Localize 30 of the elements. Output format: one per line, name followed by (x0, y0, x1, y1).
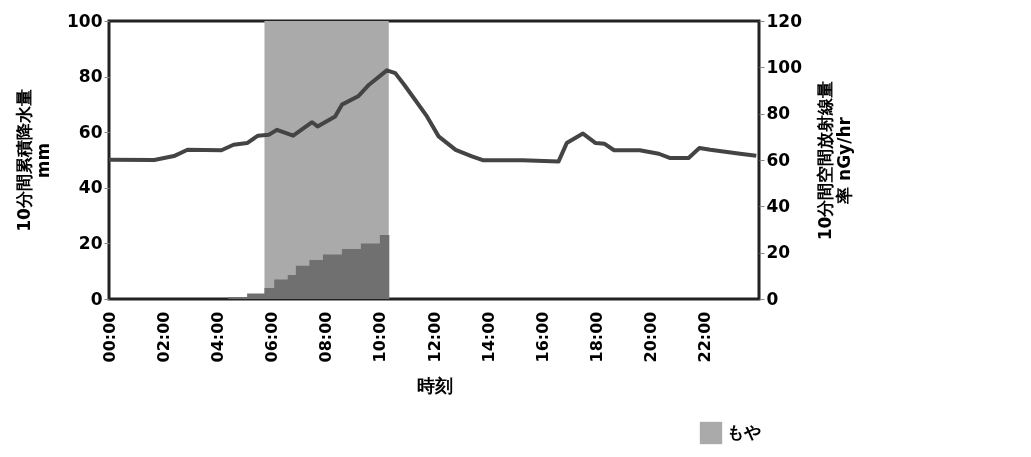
x-tick-label: 10:00 (370, 311, 390, 363)
x-tick-label: 20:00 (641, 311, 661, 363)
y2-tick-label: 60 (766, 149, 791, 170)
x-tick-label: 00:00 (99, 311, 119, 363)
y-tick-label: 80 (78, 66, 103, 87)
legend-label: もや (727, 422, 761, 442)
y-axis-title: 10分間累積降水量 mm (14, 89, 54, 232)
x-tick-label: 14:00 (478, 311, 498, 363)
y2-tick-label: 80 (766, 103, 791, 124)
y2-tick-label: 20 (766, 242, 791, 263)
x-tick-label: 12:00 (424, 311, 444, 363)
y-tick-label: 40 (78, 177, 103, 198)
y-tick-label: 20 (78, 232, 103, 253)
y2-tick-label: 120 (766, 10, 803, 31)
y2-axis-title: 10分間空間放射線量率 nGy/hr (814, 80, 854, 241)
y2-tick-label: 0 (766, 288, 779, 309)
y-tick-label: 0 (90, 288, 103, 309)
x-tick-label: 22:00 (695, 311, 715, 363)
y-tick-label: 100 (67, 10, 103, 31)
line-series (107, 68, 759, 164)
x-tick-label: 08:00 (316, 311, 336, 363)
x-tick-label: 02:00 (153, 311, 173, 363)
y-tick-label: 60 (78, 121, 103, 142)
x-axis-title: 時刻 (416, 375, 453, 397)
x-tick-label: 04:00 (207, 311, 227, 363)
y2-tick-label: 100 (766, 56, 803, 77)
y2-tick-label: 40 (766, 195, 791, 216)
x-tick-label: 16:00 (532, 311, 552, 363)
x-tick-label: 06:00 (262, 311, 281, 363)
x-tick-label: 18:00 (587, 311, 606, 363)
